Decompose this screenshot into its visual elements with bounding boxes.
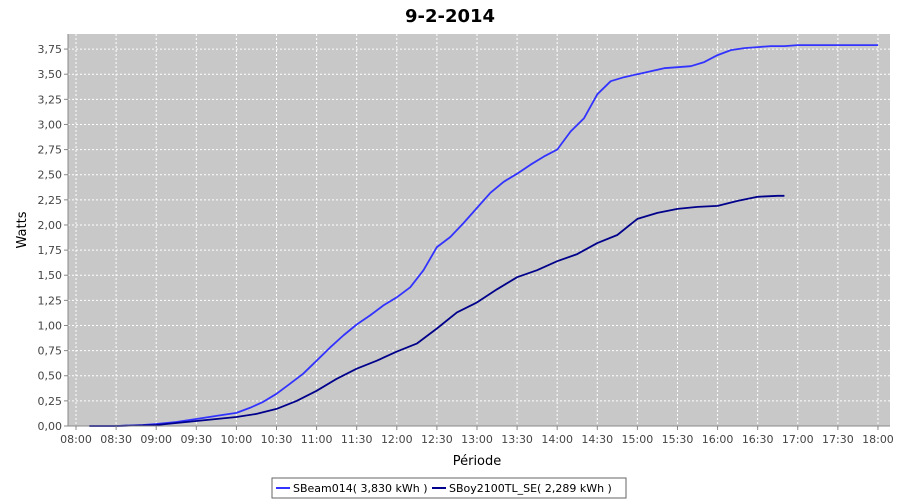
x-tick-label: 10:30 <box>261 433 293 446</box>
y-tick-label: 1,00 <box>38 319 63 332</box>
y-tick-label: 3,00 <box>38 118 63 131</box>
series-layer <box>89 44 878 427</box>
y-tick-label: 1,75 <box>38 244 63 257</box>
y-tick-label: 2,25 <box>38 194 63 207</box>
x-tick-label: 13:00 <box>461 433 493 446</box>
y-tick-label: 2,00 <box>38 219 63 232</box>
x-tick-label: 14:30 <box>581 433 613 446</box>
y-tick-label: 2,75 <box>38 144 63 157</box>
x-axis-ticks: 08:00 08:30 09:00 09:30 10:00 10:30 11:00 11:30… <box>60 426 894 446</box>
x-tick-label: 08:00 <box>60 433 92 446</box>
legend-label: SBeam014( 3,830 kWh ) <box>293 482 428 495</box>
x-tick-label: 13:30 <box>501 433 533 446</box>
y-tick-label: 0,25 <box>38 395 63 408</box>
y-tick-label: 3,75 <box>38 43 63 56</box>
y-tick-label: 3,25 <box>38 93 63 106</box>
x-tick-label: 15:30 <box>662 433 694 446</box>
y-tick-label: 0,75 <box>38 345 63 358</box>
x-tick-label: 12:30 <box>421 433 453 446</box>
x-tick-label: 17:30 <box>822 433 854 446</box>
x-tick-label: 16:00 <box>702 433 734 446</box>
y-tick-label: 0,50 <box>38 370 63 383</box>
x-tick-label: 08:30 <box>100 433 132 446</box>
x-tick-label: 11:30 <box>341 433 373 446</box>
y-tick-label: 3,50 <box>38 68 63 81</box>
x-tick-label: 18:00 <box>862 433 894 446</box>
legend-label: SBoy2100TL_SE( 2,289 kWh ) <box>449 482 612 495</box>
y-axis-ticks: 0,00 0,25 0,50 0,75 1,00 1,25 1,50 1,75 2,00 2,25… <box>38 43 68 433</box>
chart-title: 9-2-2014 <box>405 6 495 27</box>
plot-area <box>68 34 890 426</box>
x-tick-label: 12:00 <box>381 433 413 446</box>
x-tick-label: 15:00 <box>622 433 654 446</box>
legend-box <box>271 477 627 499</box>
x-tick-label: 10:00 <box>221 433 253 446</box>
x-tick-label: 11:00 <box>301 433 333 446</box>
legend: SBeam014( 3,830 kWh ) SBoy2100TL_SE( 2,28… <box>271 477 627 499</box>
x-tick-label: 17:00 <box>782 433 814 446</box>
x-tick-label: 09:30 <box>180 433 212 446</box>
y-tick-label: 2,50 <box>38 169 63 182</box>
x-tick-label: 14:00 <box>541 433 573 446</box>
series-line-2 <box>89 194 785 427</box>
series-line-1 <box>89 44 878 427</box>
y-tick-label: 1,50 <box>38 269 63 282</box>
y-tick-label: 0,00 <box>38 420 63 433</box>
x-axis-label: Période <box>453 454 502 469</box>
y-tick-label: 1,25 <box>38 294 63 307</box>
x-tick-label: 16:30 <box>742 433 774 446</box>
x-tick-label: 09:00 <box>140 433 172 446</box>
grid-lines <box>68 34 890 427</box>
y-axis-label: Watts <box>15 211 30 248</box>
